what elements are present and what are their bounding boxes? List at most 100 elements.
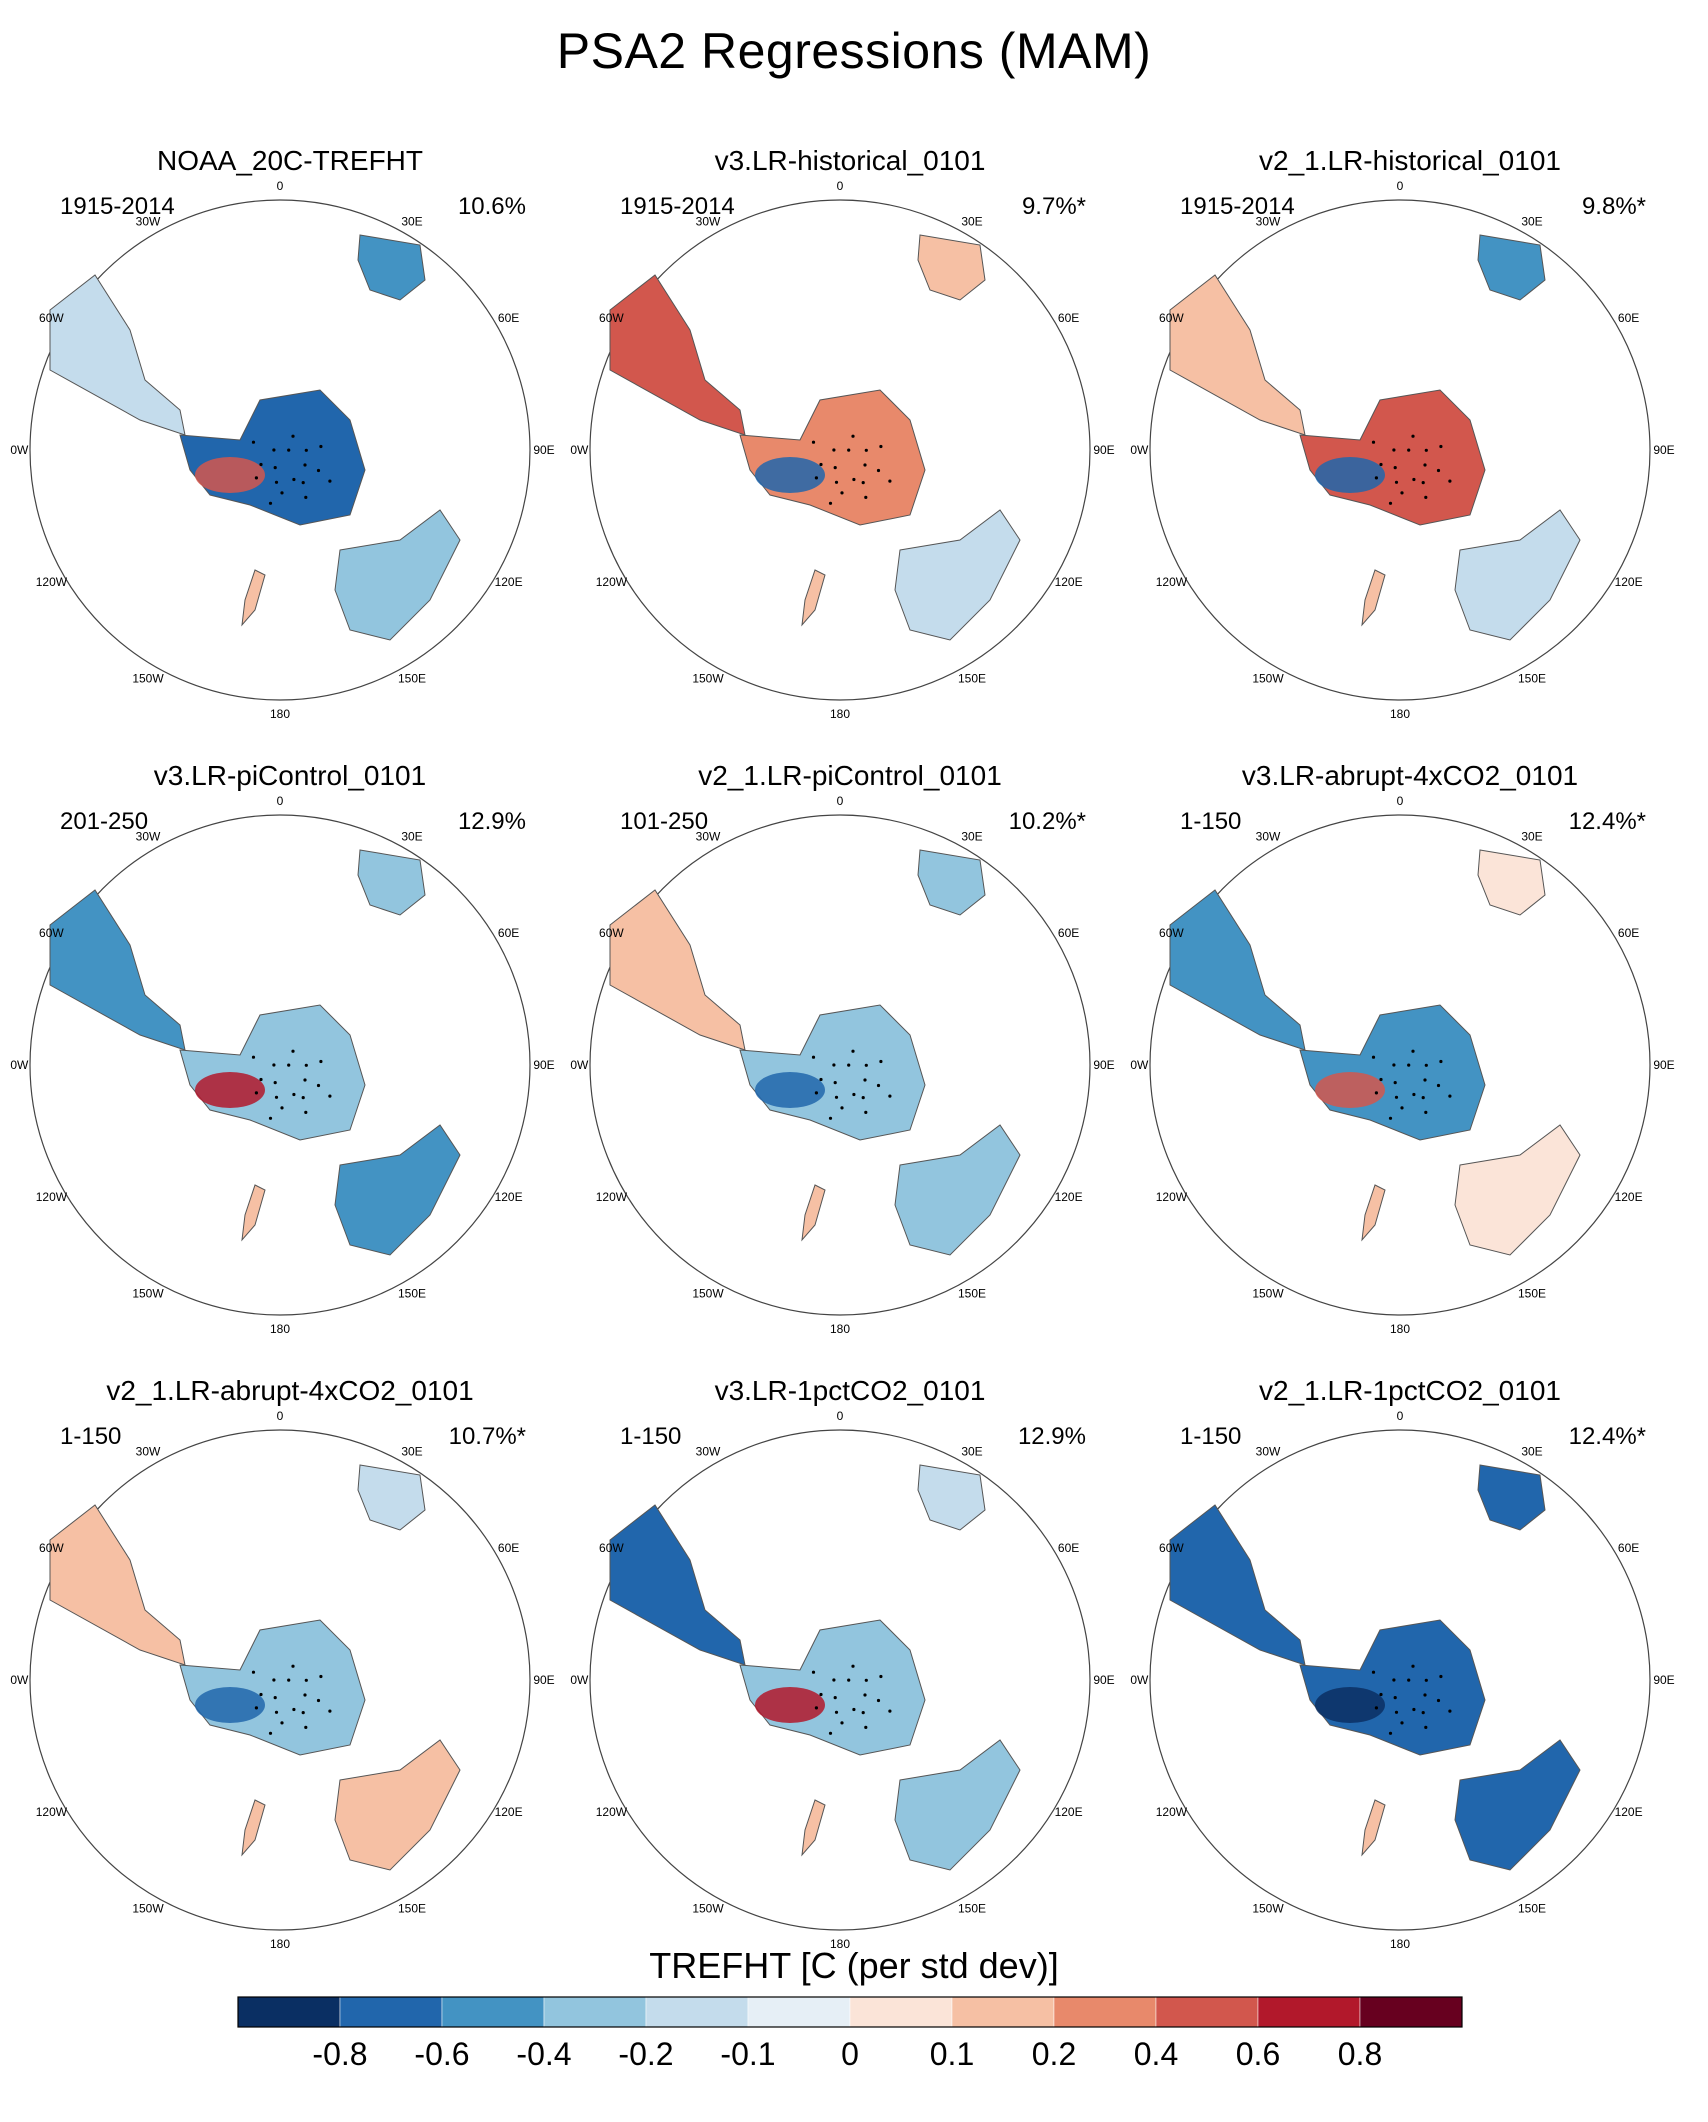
longitude-label: 120W: [36, 1805, 68, 1819]
significance-dot: [1439, 444, 1443, 449]
significance-dot: [1407, 1063, 1411, 1067]
longitude-label: 150E: [1518, 1902, 1546, 1916]
new-zealand-landmass: [1361, 569, 1386, 627]
significance-dot: [851, 1049, 855, 1053]
longitude-label: 120W: [1156, 575, 1188, 589]
longitude-label: 30E: [1521, 214, 1542, 228]
significance-dot: [834, 1095, 839, 1099]
significance-dot: [280, 491, 284, 495]
antarctic-anomaly: [1315, 1687, 1385, 1723]
significance-dot: [259, 1077, 263, 1082]
longitude-label: 90W: [570, 1673, 589, 1687]
significance-dot: [876, 1698, 881, 1703]
polar-map: 0 30E 60E 90E 120E 150E 180 150W 120W 90W 60W 30W: [1130, 179, 1675, 721]
longitude-label: 60W: [599, 926, 624, 940]
colorbar-swatch: [645, 1996, 749, 2028]
map-panel: 0 30E 60E 90E 120E 150E 180 150W 120W 90W 60W 30W v2…: [1130, 145, 1690, 765]
panel-variance-pct: 9.8%*: [1581, 193, 1646, 220]
significance-dot: [1379, 1077, 1383, 1082]
significance-dot: [304, 1063, 308, 1067]
longitude-label: 150E: [1518, 1287, 1546, 1301]
polar-map: 0 30E 60E 90E 120E 150E 180 150W 120W 90W 60W 30W: [10, 1409, 555, 1951]
significance-dot: [268, 1731, 273, 1735]
significance-dot: [1411, 1664, 1415, 1668]
panel-period: 1-150: [1180, 808, 1242, 835]
panel-variance-pct: 12.9%: [457, 808, 526, 835]
significance-dot: [304, 448, 308, 452]
polar-map: 0 30E 60E 90E 120E 150E 180 150W 120W 90W 60W 30W: [10, 794, 555, 1336]
longitude-label: 0: [277, 794, 284, 808]
significance-dot: [879, 1674, 883, 1679]
longitude-label: 30E: [961, 829, 982, 843]
africa-landmass: [917, 234, 986, 301]
significance-dot: [876, 1083, 881, 1088]
longitude-label: 60W: [599, 1541, 624, 1555]
colorbar-tick-label: -0.2: [618, 2036, 673, 2072]
panel-period: 1915-2014: [60, 193, 175, 220]
longitude-label: 60E: [498, 311, 519, 325]
antarctic-anomaly: [195, 1687, 265, 1723]
panel-variance-pct: 12.4%*: [1568, 1423, 1646, 1450]
africa-landmass: [917, 849, 986, 916]
longitude-label: 120W: [1156, 1190, 1188, 1204]
longitude-label: 180: [830, 1322, 850, 1336]
significance-dot: [1371, 1055, 1376, 1059]
panel-period: 1-150: [1180, 1423, 1242, 1450]
significance-dot: [864, 1063, 868, 1067]
longitude-label: 30E: [401, 214, 422, 228]
significance-dot: [291, 1049, 295, 1053]
longitude-label: 60E: [1058, 311, 1079, 325]
significance-dot: [851, 1664, 855, 1668]
significance-dot: [287, 448, 291, 452]
significance-dot: [319, 1674, 323, 1679]
significance-dot: [819, 1692, 823, 1697]
significance-dot: [1400, 1106, 1404, 1110]
longitude-label: 0: [1397, 179, 1404, 193]
longitude-label: 150E: [398, 1287, 426, 1301]
longitude-label: 30E: [961, 1444, 982, 1458]
antarctic-anomaly: [195, 1072, 265, 1108]
longitude-label: 30E: [1521, 829, 1542, 843]
longitude-label: 120E: [1615, 575, 1643, 589]
longitude-label: 0: [837, 794, 844, 808]
colorbar-tick-label: 0.4: [1134, 2036, 1178, 2072]
panel-period: 1-150: [60, 1423, 122, 1450]
map-panel: 0 30E 60E 90E 120E 150E 180 150W 120W 90W 60W 30W NO…: [10, 145, 570, 765]
colorbar-title: TREFHT [C (per std dev)]: [649, 1945, 1059, 1986]
longitude-label: 120E: [1615, 1805, 1643, 1819]
panel-variance-pct: 10.6%: [457, 193, 526, 220]
africa-landmass: [1477, 849, 1546, 916]
longitude-label: 120E: [1055, 575, 1083, 589]
longitude-label: 60W: [1159, 1541, 1184, 1555]
panel-variance-pct: 12.4%*: [1568, 808, 1646, 835]
significance-dot: [814, 1706, 818, 1710]
longitude-label: 0: [1397, 794, 1404, 808]
significance-dot: [861, 1711, 865, 1715]
significance-dot: [863, 463, 867, 467]
significance-dot: [819, 1077, 823, 1082]
significance-dot: [852, 1092, 856, 1097]
colorbar-swatch: [1155, 1996, 1259, 2028]
significance-dot: [287, 1678, 291, 1682]
significance-dot: [304, 1678, 308, 1682]
australia-landmass: [894, 509, 1021, 641]
colorbar-swatch: [849, 1996, 953, 2028]
polar-map: 0 30E 60E 90E 120E 150E 180 150W 120W 90W 60W 30W: [570, 179, 1115, 721]
significance-dot: [852, 477, 856, 482]
significance-dot: [254, 1091, 258, 1095]
longitude-label: 150W: [132, 672, 164, 686]
longitude-label: 150W: [132, 1287, 164, 1301]
panel-title: v2_1.LR-historical_0101: [1259, 145, 1561, 176]
significance-dot: [1392, 1678, 1396, 1682]
significance-dot: [1423, 463, 1427, 467]
longitude-label: 150E: [398, 1902, 426, 1916]
map-panel: 0 30E 60E 90E 120E 150E 180 150W 120W 90W 60W 30W v2…: [10, 1375, 570, 1995]
significance-dot: [254, 1706, 258, 1710]
significance-dot: [304, 495, 308, 499]
longitude-label: 180: [830, 1937, 850, 1951]
significance-dot: [1424, 1063, 1428, 1067]
longitude-label: 150E: [958, 1287, 986, 1301]
significance-dot: [304, 1725, 308, 1729]
significance-dot: [1424, 1678, 1428, 1682]
africa-landmass: [917, 1464, 986, 1531]
